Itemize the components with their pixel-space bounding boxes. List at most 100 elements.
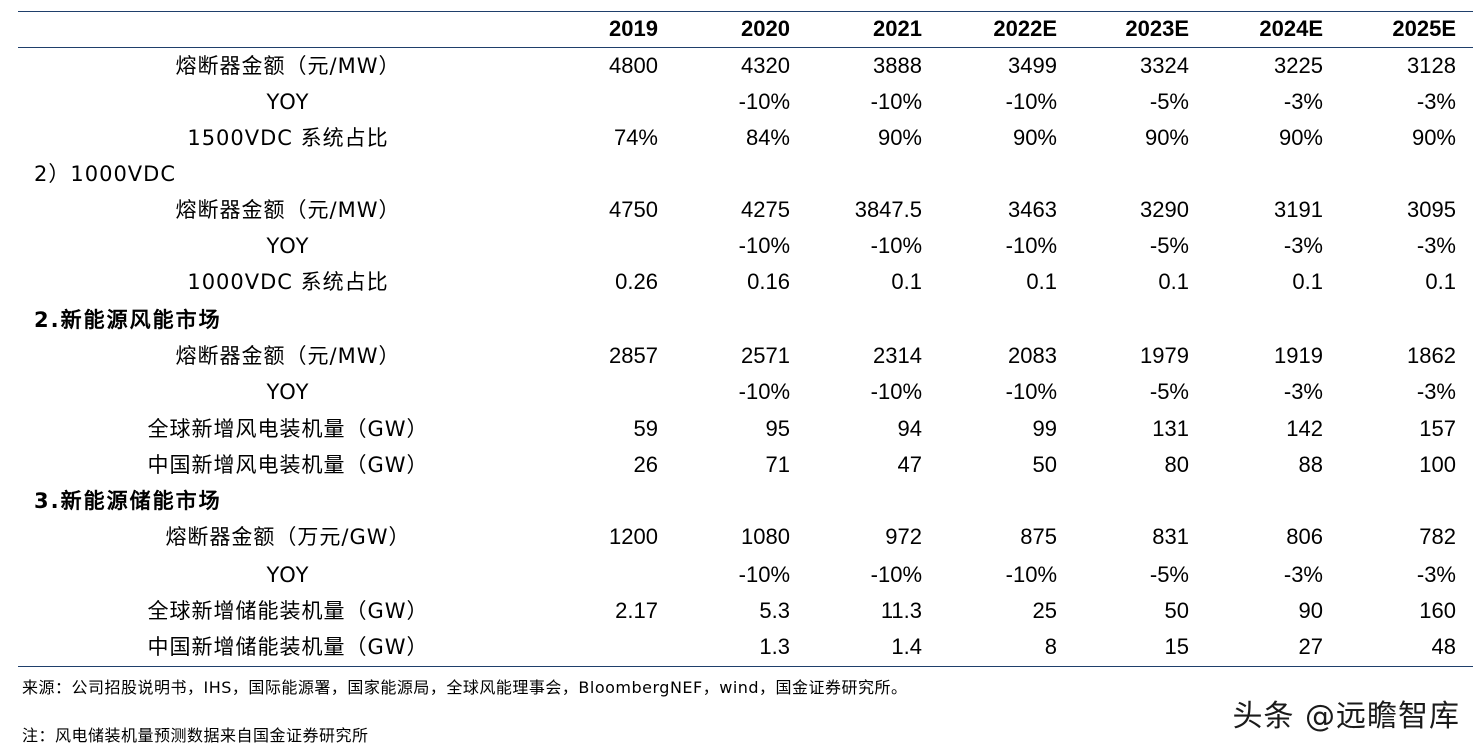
header-cell-2021: 2021 xyxy=(873,16,922,41)
table-cell xyxy=(538,374,658,410)
table-cell: 782 xyxy=(1419,524,1456,549)
table-row: 熔断器金额（元/MW） 4800 4320 3888 3499 3324 3225 3128 xyxy=(18,48,1473,84)
table-cell xyxy=(800,302,922,338)
table-cell: 74% xyxy=(613,125,658,150)
table-cell: 4275 xyxy=(741,197,790,222)
table-cell: 1919 xyxy=(1274,343,1323,368)
table-cell: 1.4 xyxy=(891,634,922,659)
table-cell: 1080 xyxy=(741,524,790,549)
table-cell xyxy=(1067,483,1189,519)
table-row: 熔断器金额（元/MW） 2857 2571 2314 2083 1979 1919 1862 xyxy=(18,338,1473,374)
table-cell: 3191 xyxy=(1274,197,1323,222)
table-row: 中国新增储能装机量（GW） 1.3 1.4 8 15 27 48 xyxy=(18,629,1473,665)
table-cell: 5.3 xyxy=(759,598,790,623)
table-cell: -10% xyxy=(738,89,790,114)
table-cell xyxy=(1199,302,1323,338)
table-cell: -3% xyxy=(1283,379,1323,404)
section-heading: 2.新能源风能市场 xyxy=(34,308,222,332)
table-cell: 90% xyxy=(1411,125,1456,150)
row-label: YOY xyxy=(266,90,310,114)
table-cell: 71 xyxy=(765,452,790,477)
note-footnote: 注：风电储装机量预测数据来自国金证券研究所 xyxy=(22,726,369,745)
row-label: 熔断器金额（元/MW） xyxy=(175,54,401,78)
table-cell: 1.3 xyxy=(759,634,790,659)
row-label: 1000VDC 系统占比 xyxy=(187,270,389,294)
table-cell: -10% xyxy=(1005,379,1057,404)
table-cell xyxy=(1333,483,1456,519)
source-footnote: 来源：公司招股说明书，IHS，国际能源署，国家能源局，全球风能理事会，Bloom… xyxy=(22,678,908,697)
table-row: 熔断器金额（万元/GW） 1200 1080 972 875 831 806 782 xyxy=(18,519,1473,555)
table-row: 3.新能源储能市场 xyxy=(18,483,1473,519)
table-bottom-rule xyxy=(18,666,1473,667)
table-cell: 3095 xyxy=(1407,197,1456,222)
table-cell: -3% xyxy=(1283,89,1323,114)
table-cell xyxy=(538,557,658,593)
table-cell: 25 xyxy=(1032,598,1057,623)
row-label: 中国新增储能装机量（GW） xyxy=(147,635,429,659)
table-cell: 95 xyxy=(765,416,790,441)
table-cell xyxy=(932,483,1057,519)
table-cell: 3463 xyxy=(1008,197,1057,222)
table-cell xyxy=(1199,156,1323,192)
table-cell xyxy=(800,483,922,519)
table-cell: -3% xyxy=(1283,562,1323,587)
table-cell: 1862 xyxy=(1407,343,1456,368)
table-cell: 0.1 xyxy=(1292,269,1323,294)
table-cell: -10% xyxy=(870,562,922,587)
table-cell: 972 xyxy=(885,524,922,549)
table-cell xyxy=(1067,156,1189,192)
table-cell: -10% xyxy=(738,233,790,258)
table-cell: -3% xyxy=(1416,379,1456,404)
table-cell: 2857 xyxy=(609,343,658,368)
table-cell: 90% xyxy=(1278,125,1323,150)
row-label: 全球新增风电装机量（GW） xyxy=(147,417,429,441)
table-cell: -10% xyxy=(1005,89,1057,114)
table-cell: 27 xyxy=(1298,634,1323,659)
table-cell: 2.17 xyxy=(615,598,658,623)
watermark: 头条 @远瞻智库 xyxy=(1232,699,1460,734)
header-cell-2024e: 2024E xyxy=(1259,16,1323,41)
table-cell: 26 xyxy=(633,452,658,477)
table-cell: 2571 xyxy=(741,343,790,368)
table-row: 全球新增储能装机量（GW） 2.17 5.3 11.3 25 50 90 160 xyxy=(18,593,1473,629)
table-cell xyxy=(538,228,658,264)
table-cell: 4750 xyxy=(609,197,658,222)
table-top-rule xyxy=(18,11,1473,12)
table-cell: 90 xyxy=(1298,598,1323,623)
table-cell: 3888 xyxy=(873,53,922,78)
row-label: 1500VDC 系统占比 xyxy=(187,126,389,150)
table-cell: 0.1 xyxy=(891,269,922,294)
table-cell: 3847.5 xyxy=(854,197,922,222)
table-cell: -10% xyxy=(870,233,922,258)
table-cell: 831 xyxy=(1152,524,1189,549)
table-row: YOY -10% -10% -10% -5% -3% -3% xyxy=(18,228,1473,264)
table-cell: -5% xyxy=(1149,379,1189,404)
table-cell: 48 xyxy=(1431,634,1456,659)
table-row: 熔断器金额（元/MW） 4750 4275 3847.5 3463 3290 3191 309… xyxy=(18,192,1473,228)
table-cell: -5% xyxy=(1149,89,1189,114)
row-label: YOY xyxy=(266,563,310,587)
table-cell xyxy=(932,302,1057,338)
table-row: 全球新增风电装机量（GW） 59 95 94 99 131 142 157 xyxy=(18,411,1473,447)
table-cell: 1979 xyxy=(1140,343,1189,368)
section-heading: 3.新能源储能市场 xyxy=(34,489,222,513)
table-cell xyxy=(538,629,658,665)
table-cell xyxy=(668,156,790,192)
table-cell: 8 xyxy=(1044,634,1057,659)
table-cell: 2314 xyxy=(873,343,922,368)
header-cell-2022e: 2022E xyxy=(993,16,1057,41)
table-cell: 0.26 xyxy=(615,269,658,294)
table-cell: 0.1 xyxy=(1026,269,1057,294)
table-cell xyxy=(668,483,790,519)
table-cell: -3% xyxy=(1283,233,1323,258)
table-cell: -10% xyxy=(1005,233,1057,258)
table-cell: 142 xyxy=(1286,416,1323,441)
table-cell: 94 xyxy=(897,416,922,441)
table-cell: 3324 xyxy=(1140,53,1189,78)
table-cell: -3% xyxy=(1416,562,1456,587)
table-cell: 90% xyxy=(877,125,922,150)
table-cell: 3290 xyxy=(1140,197,1189,222)
table-cell: 3225 xyxy=(1274,53,1323,78)
table-cell: 0.1 xyxy=(1425,269,1456,294)
header-cell-2020: 2020 xyxy=(741,16,790,41)
